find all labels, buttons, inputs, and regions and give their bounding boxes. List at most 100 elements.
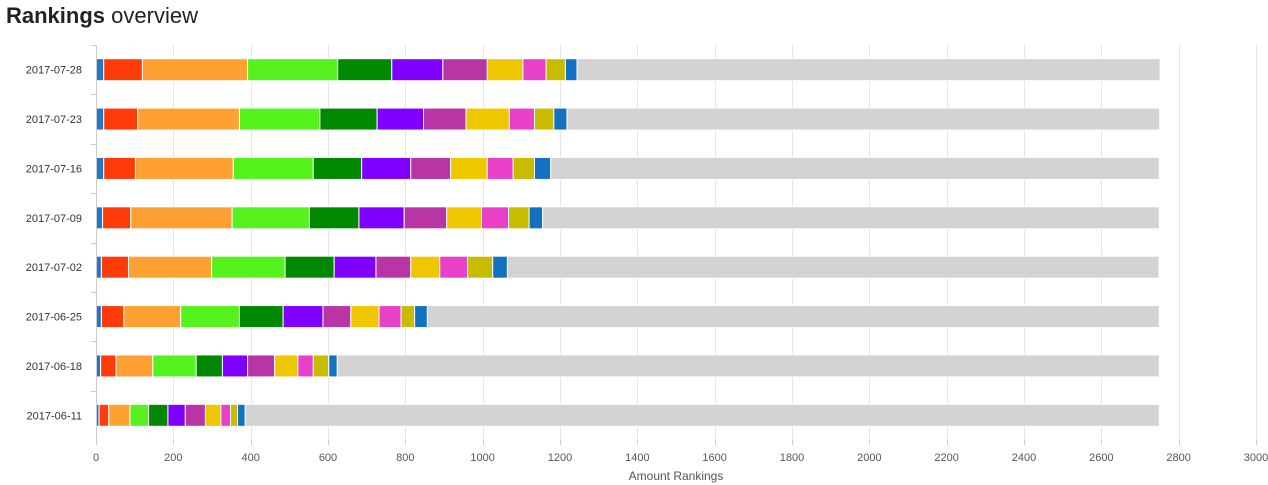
bar-segment[interactable] <box>308 206 360 230</box>
bar-segment[interactable] <box>442 58 488 82</box>
bar-segment[interactable] <box>123 305 182 329</box>
bar-segment[interactable] <box>204 403 222 427</box>
bar-segment[interactable] <box>237 403 246 427</box>
bar-segment[interactable] <box>391 58 444 82</box>
x-tick-label: 1200 <box>548 452 572 464</box>
bar-segment[interactable] <box>446 206 483 230</box>
bar-segment[interactable] <box>376 107 425 131</box>
bar-segment[interactable] <box>247 58 339 82</box>
bar-segment[interactable] <box>545 58 566 82</box>
bar-segment[interactable] <box>184 403 206 427</box>
bar-segment[interactable] <box>333 255 377 279</box>
chart-title-strong: Rankings <box>6 3 106 28</box>
bar-segment[interactable] <box>358 206 405 230</box>
bar-segment[interactable] <box>467 255 494 279</box>
category-axis: 2017-07-28 2017-07-23 2017-07-16 2017-07-09… <box>26 45 97 440</box>
bar-segment[interactable] <box>528 206 544 230</box>
bar-segment[interactable] <box>98 403 110 427</box>
bar-segment[interactable] <box>400 305 416 329</box>
bar-segment[interactable] <box>492 255 508 279</box>
bar-segment[interactable] <box>220 403 232 427</box>
bar-segment[interactable] <box>152 354 197 378</box>
bar-segment[interactable] <box>231 206 310 230</box>
bar-segment[interactable] <box>508 206 530 230</box>
bar-segment[interactable] <box>337 58 393 82</box>
bar-segment[interactable] <box>274 354 299 378</box>
bar-segment[interactable] <box>230 403 239 427</box>
bar-segment[interactable] <box>103 156 136 180</box>
bar-segment[interactable] <box>533 156 552 180</box>
bar-segment[interactable] <box>465 107 510 131</box>
bar-segment[interactable] <box>423 107 467 131</box>
bar-segment[interactable] <box>129 403 150 427</box>
bar-segment[interactable] <box>506 255 1160 279</box>
bar-segment[interactable] <box>102 206 132 230</box>
bar-segment[interactable] <box>486 58 524 82</box>
bar-segment[interactable] <box>148 403 169 427</box>
bar-segment[interactable] <box>167 403 186 427</box>
bar-segment[interactable] <box>211 255 286 279</box>
bar-segment[interactable] <box>221 354 249 378</box>
bar-segment[interactable] <box>282 305 324 329</box>
bar-segment[interactable] <box>553 107 568 131</box>
bar-segment[interactable] <box>100 305 125 329</box>
bar-segment[interactable] <box>533 107 555 131</box>
bar-segment[interactable] <box>103 58 143 82</box>
bar-segment[interactable] <box>103 107 139 131</box>
bar-segment[interactable] <box>108 403 131 427</box>
bar-segment[interactable] <box>542 206 1160 230</box>
bar-segment[interactable] <box>141 58 249 82</box>
bar-segment[interactable] <box>550 156 1160 180</box>
bar-segment[interactable] <box>350 305 380 329</box>
bar-segment[interactable] <box>137 107 240 131</box>
bar-segment[interactable] <box>486 156 514 180</box>
bar-segment[interactable] <box>410 156 452 180</box>
bar-segment[interactable] <box>336 354 1160 378</box>
bar-segment[interactable] <box>100 354 117 378</box>
bar-segment[interactable] <box>319 107 378 131</box>
bar-segment[interactable] <box>508 107 535 131</box>
bar-segment[interactable] <box>247 354 276 378</box>
bar-segment[interactable] <box>414 305 428 329</box>
bar-segment[interactable] <box>95 58 105 82</box>
bar-segment[interactable] <box>95 107 105 131</box>
bar-segment[interactable] <box>378 305 402 329</box>
bar-segment[interactable] <box>297 354 314 378</box>
bar-segment[interactable] <box>312 354 330 378</box>
bar-segment[interactable] <box>134 156 234 180</box>
bar-segment[interactable] <box>375 255 412 279</box>
bar-segment[interactable] <box>232 156 314 180</box>
bar-segment[interactable] <box>127 255 213 279</box>
bar-segment[interactable] <box>180 305 240 329</box>
bar-segment[interactable] <box>512 156 535 180</box>
category-label: 2017-07-02 <box>26 262 82 274</box>
bar-segment[interactable] <box>481 206 510 230</box>
bar-segment[interactable] <box>244 403 1160 427</box>
x-tick-label: 2200 <box>934 452 958 464</box>
bar-segment[interactable] <box>403 206 448 230</box>
bar-segment[interactable] <box>95 156 105 180</box>
bar-segment[interactable] <box>328 354 338 378</box>
x-tick-label: 2400 <box>1012 452 1036 464</box>
bar-segment[interactable] <box>284 255 335 279</box>
chart-title-light: overview <box>111 3 198 28</box>
bar-segment[interactable] <box>115 354 154 378</box>
bar-segment[interactable] <box>450 156 488 180</box>
bar-segment[interactable] <box>522 58 547 82</box>
bar-segment[interactable] <box>238 305 284 329</box>
bar-segment[interactable] <box>195 354 223 378</box>
bar-segment[interactable] <box>426 305 1160 329</box>
x-tick-label: 1600 <box>702 452 726 464</box>
bar-segment[interactable] <box>566 107 1161 131</box>
bar-segment[interactable] <box>312 156 363 180</box>
bar-segment[interactable] <box>576 58 1161 82</box>
bar-segment[interactable] <box>361 156 412 180</box>
bar-segment[interactable] <box>100 255 129 279</box>
bar-segment[interactable] <box>238 107 321 131</box>
bar-segment[interactable] <box>439 255 469 279</box>
bar-segment[interactable] <box>564 58 578 82</box>
bar-segment[interactable] <box>322 305 352 329</box>
category-label: 2017-07-28 <box>26 65 82 77</box>
bar-segment[interactable] <box>130 206 233 230</box>
bar-segment[interactable] <box>410 255 441 279</box>
